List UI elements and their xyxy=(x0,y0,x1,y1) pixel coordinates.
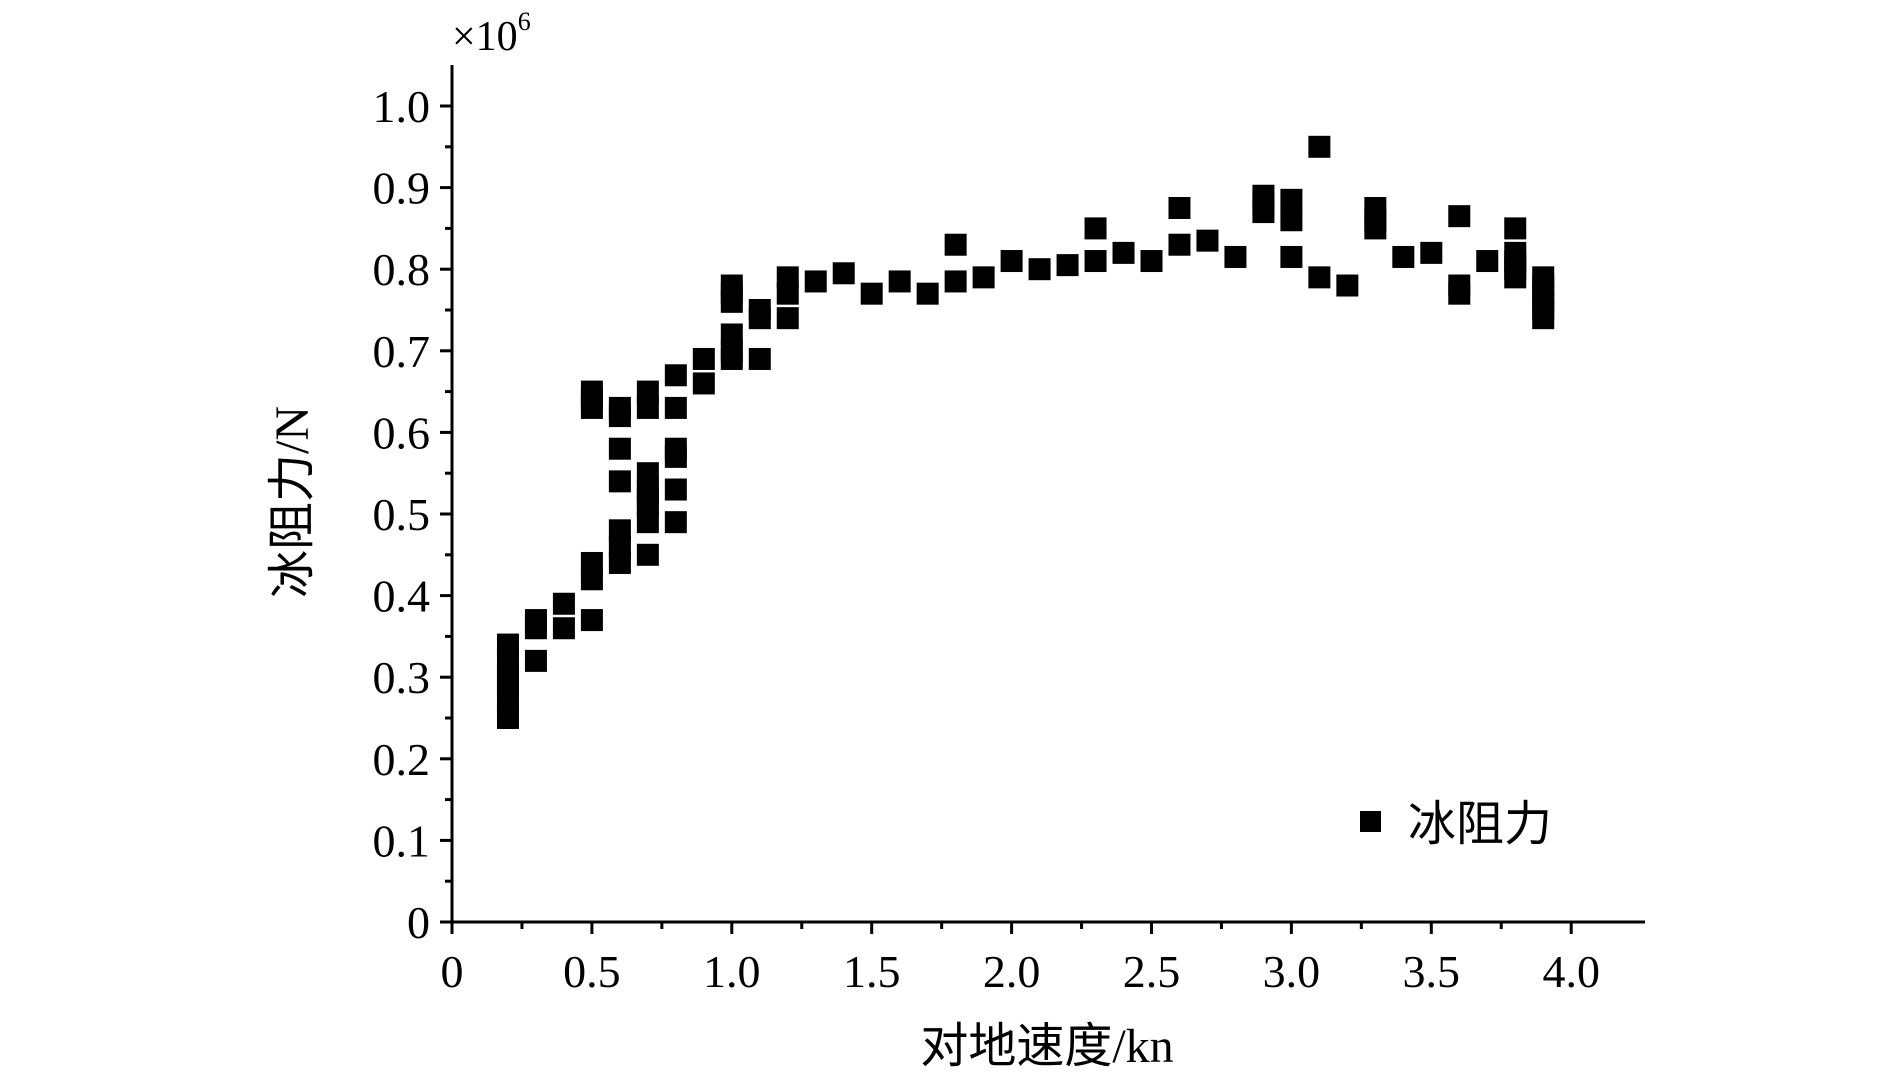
data-point xyxy=(804,270,827,293)
data-point xyxy=(608,396,631,419)
data-point xyxy=(888,270,911,293)
y-tick-label: 0.9 xyxy=(373,163,431,214)
data-point xyxy=(608,437,631,460)
y-tick-label: 0.3 xyxy=(373,652,431,703)
y-multiplier-exponent: 6 xyxy=(518,7,531,36)
data-point xyxy=(636,543,659,566)
data-point xyxy=(692,372,715,395)
data-point xyxy=(1392,245,1415,268)
data-point xyxy=(1308,135,1331,158)
data-point xyxy=(1476,250,1499,273)
data-point xyxy=(1504,217,1527,240)
data-point xyxy=(1280,209,1303,232)
data-point xyxy=(1224,245,1247,268)
data-point xyxy=(916,282,939,305)
data-point xyxy=(608,470,631,493)
data-point xyxy=(776,266,799,289)
y-axis-label: 冰阻力/N xyxy=(266,406,319,598)
data-point xyxy=(832,262,855,285)
y-axis-ticks: 0 0.1 0.2 0.3 0.4 0.5 0.6 0.7 0.8 0.9 1.0 xyxy=(373,81,452,948)
data-point xyxy=(664,511,687,534)
y-tick-label: 0.6 xyxy=(373,407,431,458)
data-point xyxy=(1448,274,1471,297)
y-tick-label: 0.7 xyxy=(373,326,431,377)
x-tick-label: 0 xyxy=(441,946,464,997)
x-tick-label: 3.0 xyxy=(1263,946,1321,997)
data-point xyxy=(1448,205,1471,228)
legend: 冰阻力 xyxy=(1360,798,1552,851)
axes xyxy=(450,65,1645,924)
data-point xyxy=(1056,254,1079,277)
data-point xyxy=(1504,241,1527,264)
data-point xyxy=(1084,250,1107,273)
data-point xyxy=(1140,250,1163,273)
data-point xyxy=(720,323,743,346)
data-point xyxy=(580,551,603,574)
x-tick-label: 1.0 xyxy=(703,946,761,997)
data-point xyxy=(1168,233,1191,256)
data-point xyxy=(580,380,603,403)
y-axis-multiplier: ×106 xyxy=(452,7,531,60)
x-tick-label: 1.5 xyxy=(843,946,901,997)
data-point xyxy=(664,478,687,501)
data-point xyxy=(580,609,603,632)
x-axis-label: 对地速度/kn xyxy=(920,1020,1173,1073)
legend-label: 冰阻力 xyxy=(1408,798,1552,851)
data-point xyxy=(1364,197,1387,219)
data-point xyxy=(692,347,715,370)
data-point xyxy=(552,617,575,640)
x-tick-label: 2.0 xyxy=(983,946,1041,997)
data-point xyxy=(1336,274,1359,297)
data-point xyxy=(1112,241,1135,264)
data-point xyxy=(1000,250,1023,273)
data-point xyxy=(860,282,883,305)
y-multiplier-base: ×10 xyxy=(452,14,518,60)
data-point xyxy=(664,437,687,460)
x-tick-label: 4.0 xyxy=(1542,946,1600,997)
data-point xyxy=(776,307,799,330)
y-tick-label: 0.2 xyxy=(373,734,431,785)
data-point xyxy=(972,266,995,289)
data-point xyxy=(1196,229,1219,252)
data-point xyxy=(1168,197,1191,219)
legend-marker xyxy=(1360,811,1381,832)
data-point xyxy=(608,519,631,542)
data-point xyxy=(1308,266,1331,289)
data-point xyxy=(636,462,659,485)
data-point xyxy=(524,649,547,672)
data-points xyxy=(496,135,1555,729)
data-point xyxy=(524,609,547,632)
data-point xyxy=(748,347,771,370)
y-tick-label: 0.1 xyxy=(373,815,431,866)
data-point xyxy=(1420,241,1443,264)
x-tick-label: 2.5 xyxy=(1123,946,1181,997)
data-point xyxy=(944,270,967,293)
data-point xyxy=(1280,245,1303,268)
data-point xyxy=(720,274,743,297)
data-point xyxy=(1084,217,1107,240)
y-tick-label: 0.8 xyxy=(373,244,431,295)
y-tick-label: 1.0 xyxy=(373,81,431,132)
data-point xyxy=(496,633,519,656)
data-point xyxy=(636,380,659,403)
data-point xyxy=(552,592,575,615)
y-tick-label: 0.5 xyxy=(373,489,431,540)
data-point xyxy=(944,233,967,256)
y-tick-label: 0.4 xyxy=(373,571,431,622)
x-tick-label: 0.5 xyxy=(563,946,621,997)
data-point xyxy=(664,364,687,387)
data-point xyxy=(664,396,687,419)
data-point xyxy=(1252,184,1275,207)
data-point xyxy=(1280,188,1303,211)
y-tick-label: 0 xyxy=(407,897,430,948)
data-point xyxy=(1028,258,1051,281)
x-tick-label: 3.5 xyxy=(1403,946,1461,997)
data-point xyxy=(748,299,771,321)
x-axis-ticks: 0 0.5 1.0 1.5 2.0 2.5 3.0 3.5 4.0 xyxy=(441,922,1600,997)
data-point xyxy=(1532,266,1555,289)
